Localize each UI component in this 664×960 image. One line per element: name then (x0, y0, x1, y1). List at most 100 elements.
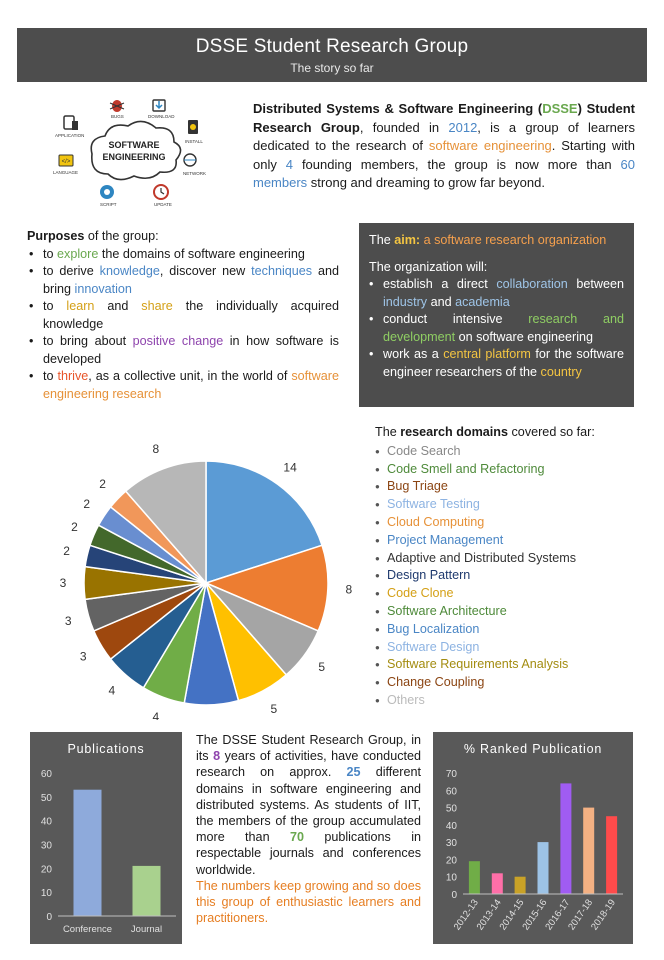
logo-text-2: ENGINEERING (102, 152, 165, 162)
bar (560, 783, 572, 894)
domain-item: Adaptive and Distributed Systems (375, 550, 645, 568)
pie-value-label: 3 (60, 576, 67, 590)
bar (583, 807, 595, 894)
highlight: share (141, 299, 173, 313)
y-tick-label: 50 (41, 793, 53, 804)
domain-item: Others (375, 692, 645, 710)
y-tick-label: 40 (446, 821, 458, 832)
y-tick-label: 20 (446, 855, 458, 866)
pie-value-label: 14 (283, 460, 297, 474)
logo-label-application: APPLICATION (55, 133, 84, 138)
domain-item: Cloud Computing (375, 514, 645, 532)
summary-paragraph: The DSSE Student Research Group, in its … (196, 732, 421, 926)
bar (537, 842, 549, 894)
text: , as a collective unit, in the world of (88, 369, 292, 383)
domain-item: Bug Localization (375, 621, 645, 639)
logo-label-download: DOWNLOAD (148, 114, 175, 119)
pie-value-label: 3 (80, 649, 87, 663)
logo-label-update: UPDATE (154, 202, 172, 207)
text: the individually acquired knowledge (43, 299, 339, 331)
domains-section: The research domains covered so far: Cod… (375, 424, 645, 710)
update-icon (153, 184, 169, 200)
aim-label: aim: (394, 233, 421, 247)
text: the domains of software engineering (98, 246, 305, 261)
pie-slice (203, 544, 329, 632)
bar (514, 876, 526, 894)
domains-pie-chart: 1485554433322228 (60, 442, 353, 720)
cloud-icon (90, 120, 182, 181)
page-subtitle: The story so far (290, 61, 374, 75)
intro-text-4: founding members, the group is now more … (293, 156, 621, 172)
application-icon (63, 115, 78, 130)
purpose-item: to derive knowledge, discover new techni… (27, 263, 339, 298)
text: , discover new (159, 264, 252, 278)
pie-value-label: 2 (63, 544, 70, 558)
page-title: DSSE Student Research Group (195, 36, 469, 57)
text: years of activities, have conducted rese… (196, 749, 421, 780)
svg-text:</>: </> (62, 159, 71, 165)
highlight: knowledge (99, 264, 160, 278)
highlight: central platform (443, 347, 531, 361)
y-tick-label: 40 (41, 817, 53, 828)
org-acronym: DSSE (542, 101, 578, 116)
text: for the software engineer researchers of… (383, 347, 625, 379)
text: and bring (43, 264, 339, 296)
highlight: techniques (251, 264, 313, 278)
pie-value-label: 3 (65, 614, 72, 628)
domains-list: Code Search Code Smell and Refactoring B… (375, 443, 645, 710)
purpose-item: to explore the domains of software engin… (27, 246, 339, 264)
pie-value-label: 5 (270, 702, 277, 716)
pie-value-label: 2 (99, 477, 106, 491)
aim-intro: The organization will: (369, 259, 488, 274)
domain-item: Code Clone (375, 585, 645, 603)
pie-value-label: 2 (71, 520, 78, 534)
network-icon (183, 153, 197, 167)
install-icon (188, 120, 198, 134)
aim-item: work as a central platform for the softw… (369, 346, 624, 381)
aim-item: establish a direct collaboration between… (369, 276, 624, 311)
intro-paragraph: Distributed Systems & Software Engineeri… (253, 100, 635, 193)
research-field: software engineering (428, 138, 552, 153)
chart-title: % Ranked Publication (464, 742, 602, 756)
x-tick-label: Journal (131, 924, 162, 935)
highlight: academia (455, 294, 510, 309)
purposes-list: to explore the domains of software engin… (27, 246, 339, 404)
aim-item: conduct intensive research and developme… (369, 311, 624, 346)
highlight: collaboration (496, 277, 568, 291)
y-tick-label: 20 (41, 864, 53, 875)
highlight: software engineering research (43, 369, 339, 401)
org-name-part-2: ) Student Research Group (253, 101, 635, 135)
text: The (369, 233, 395, 247)
y-tick-label: 60 (41, 769, 53, 780)
domains-heading: The research domains covered so far: (375, 424, 645, 442)
highlight: research and development (383, 312, 624, 344)
founded-year: 2012 (448, 119, 478, 135)
header-banner: DSSE Student Research Group The story so… (17, 28, 647, 82)
highlight: explore (57, 246, 99, 261)
domain-item: Change Coupling (375, 674, 645, 692)
org-name-part-1: Distributed Systems & Software Engineeri… (253, 101, 543, 116)
pie-value-label: 5 (209, 719, 216, 720)
text: different domains in software engineerin… (196, 765, 421, 845)
y-tick-label: 60 (446, 786, 458, 797)
purpose-item: to thrive, as a collective unit, in the … (27, 368, 339, 403)
logo-label-network: NETWORK (183, 171, 206, 176)
x-tick-label: Conference (63, 924, 112, 935)
y-tick-label: 70 (446, 769, 458, 780)
text: establish a direct (383, 277, 497, 291)
years-count: 8 (213, 749, 221, 764)
highlight: country (540, 364, 582, 379)
founder-count: 4 (285, 156, 294, 172)
domain-item: Bug Triage (375, 478, 645, 496)
logo-label-language: LANGUAGE (53, 170, 78, 175)
text: to (43, 299, 67, 313)
chart-title: Publications (67, 742, 144, 756)
pie-value-label: 8 (346, 582, 353, 596)
pie-value-label: 8 (152, 442, 159, 456)
bar (468, 861, 480, 894)
purpose-item: to learn and share the individually acqu… (27, 298, 339, 333)
highlight: thrive (57, 369, 89, 383)
domain-item: Software Design (375, 639, 645, 657)
intro-text-1: , founded in (359, 119, 449, 135)
bug-icon (109, 100, 125, 112)
